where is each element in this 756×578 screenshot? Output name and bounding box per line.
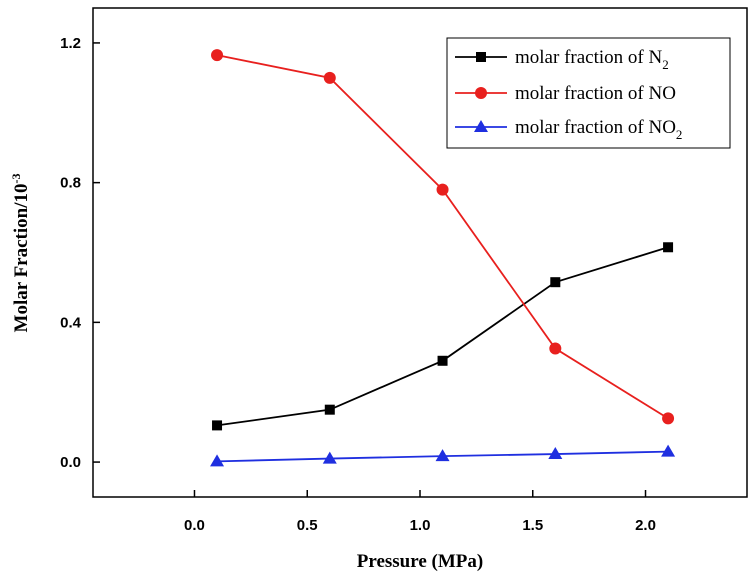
data-point	[548, 447, 563, 460]
data-point	[550, 277, 561, 288]
x-axis-title: Pressure (MPa)	[357, 551, 483, 572]
x-tick-label: 1.0	[410, 517, 431, 534]
data-point	[549, 342, 562, 355]
data-point	[322, 451, 337, 464]
data-point	[661, 444, 676, 457]
x-tick-label: 0.5	[297, 517, 318, 534]
legend-label: molar fraction of NO2	[515, 117, 682, 142]
series-line	[216, 246, 669, 427]
y-tick-label: 0.0	[60, 454, 81, 471]
data-point	[210, 454, 225, 467]
x-tick-label: 0.0	[184, 517, 205, 534]
data-point	[212, 420, 223, 431]
y-tick-label: 0.4	[60, 314, 82, 331]
data-point	[324, 404, 335, 415]
y-tick-label: 0.8	[60, 175, 81, 192]
data-point	[662, 412, 675, 425]
series-square	[212, 242, 674, 431]
series-layer	[210, 49, 676, 467]
legend-label: molar fraction of NO	[515, 83, 676, 104]
legend-label: molar fraction of N2	[515, 47, 669, 72]
legend-label-subscript: 2	[662, 57, 669, 72]
legend-label-main: molar fraction of NO	[515, 83, 676, 104]
legend-label-subscript: 2	[676, 127, 683, 142]
y-axis-title: Molar Fraction/10-3	[9, 174, 32, 333]
series-circle	[211, 49, 675, 425]
legend-marker	[474, 120, 488, 132]
data-point	[323, 71, 336, 84]
legend-marker	[475, 87, 487, 99]
x-tick-label: 2.0	[635, 517, 656, 534]
data-point	[663, 242, 674, 253]
y-tick-label: 1.2	[60, 35, 81, 52]
y-axis-title-exponent: -3	[9, 174, 23, 184]
x-tick-label: 1.5	[522, 517, 543, 534]
series-triangle	[210, 444, 676, 467]
legend-marker	[476, 52, 486, 62]
data-point	[435, 449, 450, 462]
axis-ticks: 0.0 0.5 1.0 1.5 2.0 0.0 0.4 0.8 1.2	[60, 35, 656, 534]
data-point	[436, 183, 449, 196]
data-point	[211, 49, 224, 62]
y-axis-title-main: Molar Fraction/10	[11, 184, 32, 333]
legend-label-main: molar fraction of N	[515, 47, 662, 68]
data-point	[437, 355, 448, 366]
legend-label-main: molar fraction of NO	[515, 117, 676, 138]
